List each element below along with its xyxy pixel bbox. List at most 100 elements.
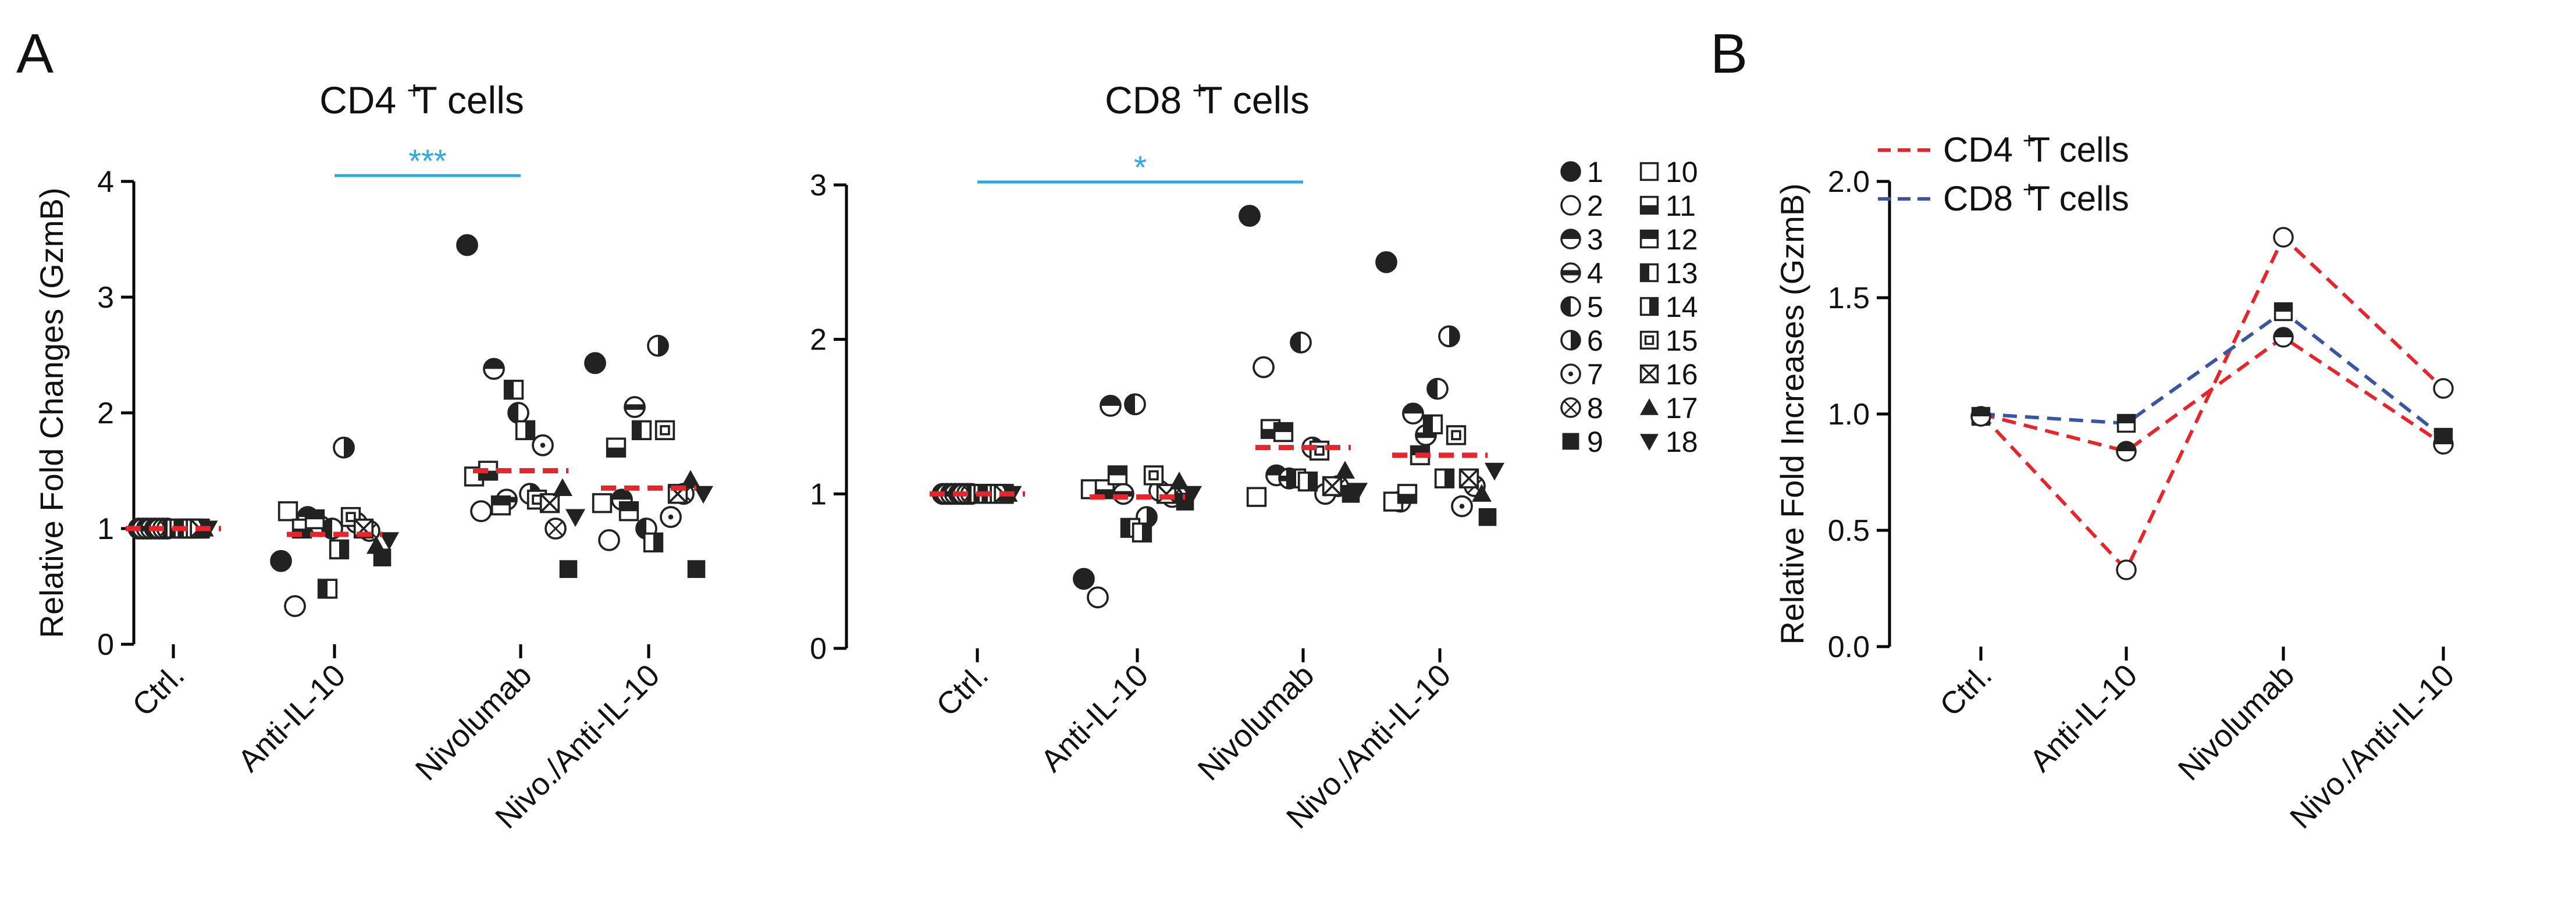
- data-point: [2433, 378, 2454, 399]
- legend-label: 6: [1587, 324, 1603, 357]
- data-point: [1375, 251, 1397, 273]
- legend-label: 7: [1587, 358, 1603, 391]
- legend-label: 16: [1666, 358, 1698, 391]
- legend-label: CD4 +T cells: [1943, 129, 2129, 169]
- data-point: [1451, 495, 1473, 518]
- chart-cd8: 0 1 2 3 CD8 +T cells Ctrl. Anti-IL-10 Nivolumab…: [810, 77, 1504, 836]
- y-tick-label: 3: [97, 281, 114, 315]
- legend-marker: [1639, 297, 1659, 316]
- data-point: [1182, 486, 1202, 504]
- data-point: [1132, 522, 1152, 543]
- data-point: [1335, 461, 1355, 479]
- data-point: [507, 402, 529, 424]
- legend-label: 1: [1587, 156, 1603, 188]
- data-point: [624, 396, 646, 418]
- legend-marker: [1639, 330, 1659, 350]
- data-point: [1107, 465, 1128, 486]
- data-point: [1246, 487, 1267, 507]
- y-tick-label: 2.0: [1828, 165, 1870, 199]
- legend-marker: [1560, 363, 1581, 384]
- data-point: [2116, 413, 2136, 433]
- y-tick-label: 1: [810, 477, 827, 511]
- x-tick-label: Ctrl.: [126, 658, 191, 723]
- data-point: [470, 500, 492, 523]
- legend-label: 3: [1587, 223, 1603, 256]
- legend-marker: [1640, 434, 1659, 451]
- legend-label: 18: [1666, 426, 1698, 458]
- chart-cd4: 0 1 2 3 4 CD4 +T cells Relative Fold Changes (…: [33, 77, 713, 836]
- data-point: [1397, 484, 1418, 504]
- chart-title: CD8 +T cells: [1105, 77, 1310, 122]
- data-point: [1120, 518, 1141, 538]
- legend-label: 2: [1587, 190, 1603, 222]
- x-tick-label: Ctrl.: [1933, 658, 1998, 723]
- chart-title: CD4 +T cells: [319, 77, 524, 122]
- data-point: [1273, 422, 1294, 443]
- legend-label: 17: [1666, 392, 1698, 424]
- significance-label: *: [1134, 149, 1147, 185]
- legend-marker: [1560, 397, 1581, 418]
- data-point: [1297, 471, 1318, 492]
- data-point: [660, 506, 682, 528]
- y-axis-label: Relative Fold Changes (GzmB): [33, 188, 70, 638]
- data-point: [503, 380, 524, 400]
- legend-marker: [1639, 364, 1659, 384]
- data-point: [2273, 327, 2294, 348]
- data-point: [1253, 356, 1275, 379]
- y-tick-label: 2: [97, 397, 114, 430]
- data-point: [277, 501, 298, 522]
- y-axis-label: Relative Fold Increases (GzmB): [1774, 183, 1810, 645]
- data-point: [329, 539, 350, 559]
- data-point: [1426, 377, 1449, 400]
- x-tick-label: Anti-IL-10: [232, 658, 353, 779]
- series-line: [1979, 234, 2445, 573]
- data-point: [1422, 414, 1443, 434]
- data-point: [284, 595, 306, 618]
- data-point: [539, 493, 560, 513]
- data-point: [1970, 406, 1991, 427]
- legend-marker: [1560, 195, 1581, 216]
- x-tick-label: Nivolumab: [1191, 658, 1321, 787]
- y-tick-label: 4: [97, 165, 114, 199]
- legend-marker: [1639, 195, 1659, 215]
- significance-label: ***: [408, 142, 446, 179]
- data-point: [532, 434, 554, 456]
- legend-label: 12: [1666, 223, 1698, 256]
- data-point: [1348, 483, 1368, 501]
- data-point: [1143, 465, 1164, 486]
- legend-marker: [1560, 330, 1581, 351]
- data-point: [1322, 476, 1343, 497]
- data-point: [333, 436, 355, 459]
- data-point: [1169, 472, 1189, 490]
- data-point: [1438, 325, 1460, 348]
- series-line: [1980, 335, 2445, 454]
- data-point: [379, 532, 399, 550]
- data-point: [1112, 483, 1134, 505]
- legend-marker: [1639, 229, 1659, 249]
- y-tick-label: 0: [97, 628, 114, 662]
- legend-label: 10: [1666, 156, 1698, 188]
- data-point: [2273, 227, 2294, 248]
- data-point: [1472, 484, 1492, 502]
- data-point: [598, 529, 620, 551]
- series-line: [1980, 309, 2445, 439]
- data-point: [2116, 441, 2137, 462]
- y-tick-label: 3: [810, 169, 827, 202]
- legend-marker: [1560, 262, 1581, 283]
- x-tick-label: Anti-IL-10: [1034, 658, 1155, 779]
- legend-marker: [1562, 433, 1579, 450]
- data-point: [456, 234, 478, 256]
- data-point: [1478, 508, 1497, 526]
- x-tick-label: Anti-IL-10: [2023, 658, 2144, 779]
- data-point: [2273, 302, 2293, 322]
- data-point: [490, 495, 511, 516]
- data-point: [1290, 331, 1312, 354]
- legend-label: 11: [1666, 190, 1696, 222]
- data-point: [618, 501, 639, 522]
- x-tick-label: Ctrl.: [930, 658, 995, 723]
- data-point: [559, 560, 578, 578]
- y-tick-label: 1.0: [1828, 398, 1870, 431]
- data-point: [687, 560, 706, 578]
- data-point: [1434, 468, 1455, 488]
